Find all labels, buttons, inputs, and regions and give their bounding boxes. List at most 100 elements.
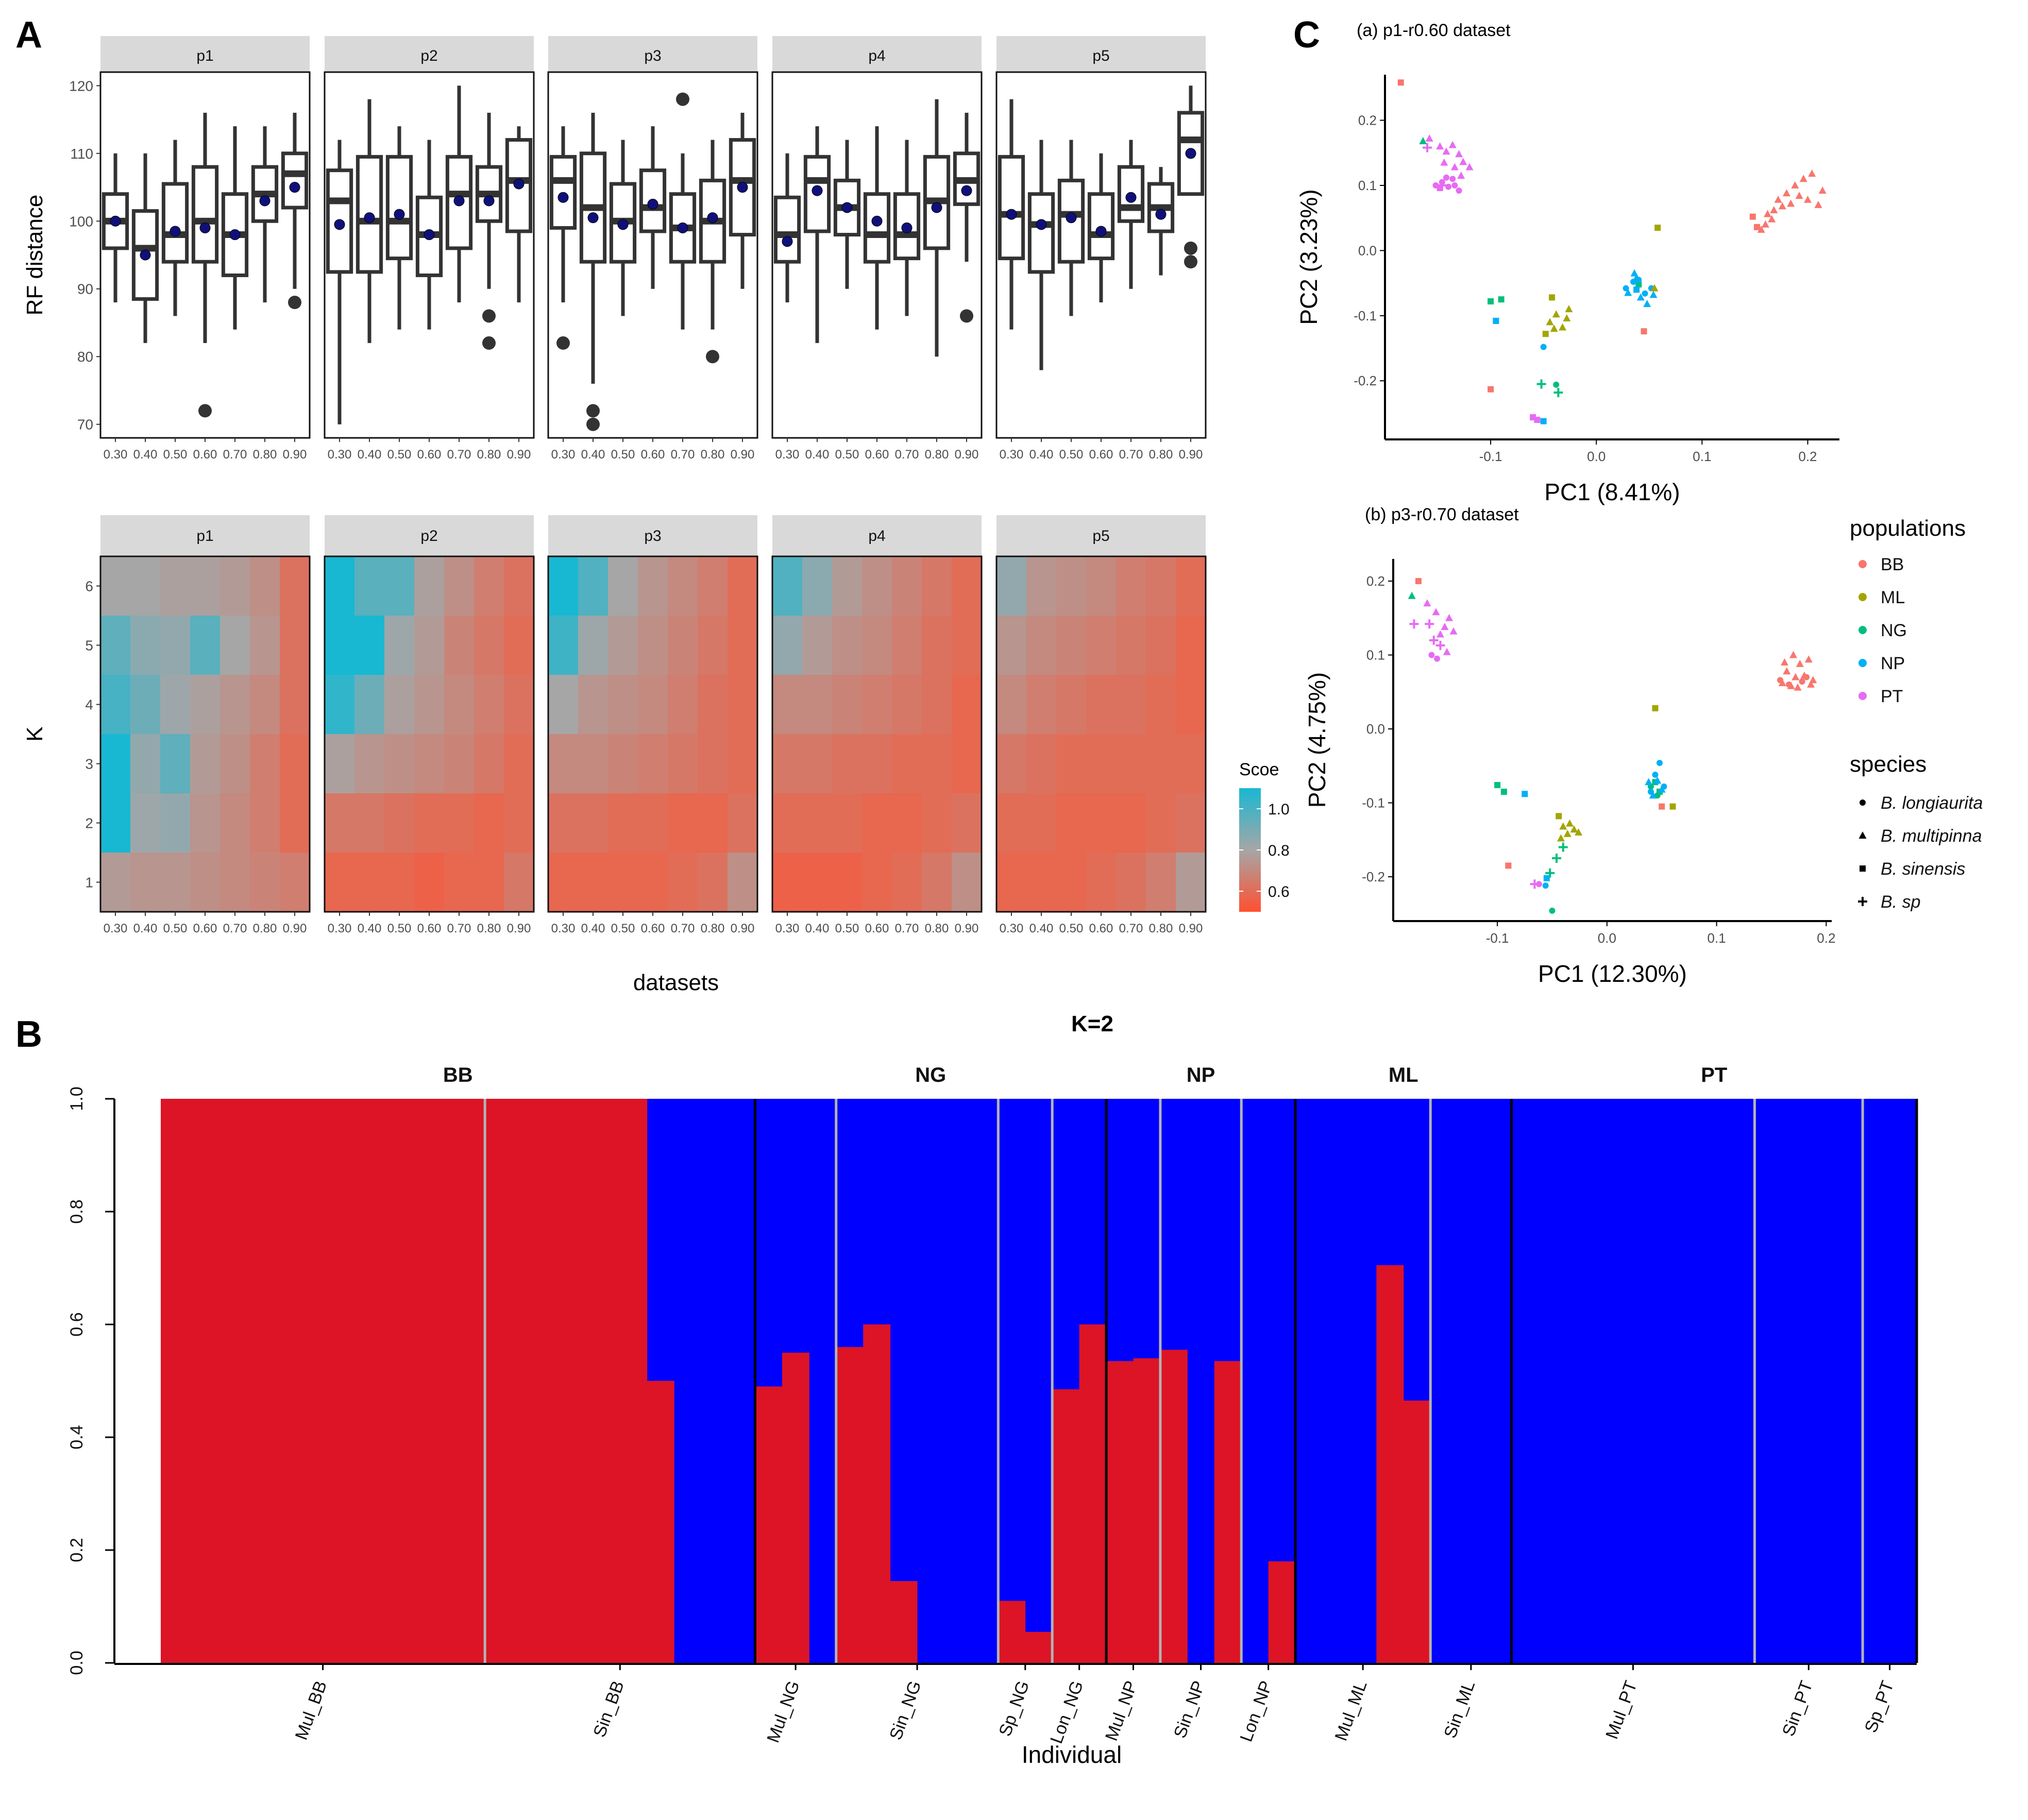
box-mean-point (841, 202, 853, 213)
pca-plot-b: (b) p3-r0.70 dataset PC1 (12.30%) PC2 (4… (1304, 505, 1835, 987)
heatmap-cell (280, 556, 310, 616)
box-mean-point (1125, 192, 1137, 203)
heatmap-cell (668, 734, 698, 794)
x-tick-label: 0.90 (955, 448, 979, 462)
x-tick-label: 0.70 (1119, 448, 1143, 462)
heatmap-cell (1056, 734, 1087, 794)
x-tick-label: 0.40 (133, 922, 158, 935)
heatmap-cell (1116, 853, 1146, 912)
facet-strip-label: p4 (868, 528, 885, 545)
heatmap-cell (384, 734, 415, 794)
heatmap-cell (100, 616, 131, 675)
heatmap-cell (504, 734, 534, 794)
heatmap-cell (384, 675, 415, 735)
pca-point (1423, 143, 1432, 152)
heatmap-cell (772, 734, 803, 794)
box-body (1027, 192, 1055, 274)
population-legend-label: ML (1881, 588, 1905, 607)
heatmap-cell (668, 793, 698, 853)
heatmap-cell (832, 616, 863, 675)
heatmap-cell (444, 675, 475, 735)
heatmap-cell (1026, 616, 1057, 675)
pca-b-x-axis-title: PC1 (12.30%) (1538, 960, 1687, 987)
pca-point (1808, 169, 1816, 177)
pca-point (1408, 591, 1416, 599)
species-legend-title: species (1850, 752, 1926, 777)
heatmap-cell (548, 734, 579, 794)
pca-point (1803, 674, 1810, 681)
pca-point (1770, 206, 1778, 213)
heatmap-cell (832, 853, 863, 912)
heatmap-cell (996, 556, 1027, 616)
pca-point (1559, 822, 1567, 830)
heatmap-cell (190, 616, 221, 675)
population-legend-label: NG (1881, 621, 1907, 640)
facet-strip-label: p1 (196, 528, 213, 545)
rf-y-tick-label: 90 (77, 281, 93, 297)
box-mean-point (199, 222, 211, 233)
species-legend-label: B. sinensis (1881, 859, 1965, 879)
heatmap-cell (1056, 793, 1087, 853)
pca-y-tick-label: 0.2 (1366, 573, 1385, 589)
x-tick-label: 0.90 (507, 448, 531, 462)
heatmap-cell (1176, 616, 1206, 675)
heatmap-cell (608, 616, 638, 675)
pca-point (1436, 142, 1444, 150)
box-mean-point (334, 219, 345, 230)
x-tick-label: 0.90 (1179, 448, 1203, 462)
x-tick-label: 0.50 (387, 922, 412, 935)
box-mean-point (871, 215, 883, 227)
pca-point (1754, 224, 1761, 230)
pca-point (1799, 678, 1805, 685)
heatmap-cell (474, 556, 504, 616)
pca-point (1635, 281, 1642, 288)
heatmap-cell (892, 556, 922, 616)
heatmap-cell (280, 675, 310, 735)
x-tick-label: 0.80 (925, 922, 949, 935)
pca-point (1535, 881, 1542, 888)
pca-point (1575, 828, 1583, 836)
heatmap-cell (772, 675, 803, 735)
pca-point (1540, 418, 1547, 424)
heatmap-cell (1146, 616, 1176, 675)
pca-point (1749, 213, 1756, 220)
box-body (191, 165, 219, 264)
heatmap-cell (1116, 675, 1146, 735)
x-tick-label: 0.30 (1000, 448, 1024, 462)
box-outlier (586, 417, 600, 431)
box-mean-point (229, 229, 241, 241)
structure-red-bar (836, 1347, 864, 1663)
heatmap-cell (802, 793, 833, 853)
heatmap-cell (922, 675, 952, 735)
heatmap-cell (100, 853, 131, 912)
heatmap-cell (1086, 734, 1117, 794)
x-tick-label: 0.80 (477, 922, 501, 935)
heatmap-cell (384, 853, 415, 912)
heatmap-cell (772, 556, 803, 616)
box-outlier (556, 336, 570, 350)
pca-point (1653, 776, 1662, 784)
pca-point (1488, 298, 1494, 304)
population-label: ML (1389, 1064, 1418, 1086)
heatmap-cell (1116, 616, 1146, 675)
heatmap-cell (1056, 556, 1087, 616)
heatmap-cell (922, 616, 952, 675)
box-mean-point (587, 212, 599, 224)
facet-strip (100, 515, 310, 556)
facet-strip-label: p2 (420, 47, 437, 64)
pca-point (1449, 176, 1456, 182)
heatmap-cell (1086, 556, 1117, 616)
heatmap-cell (862, 616, 892, 675)
k-tick-label: 3 (85, 756, 93, 772)
x-tick-label: 0.40 (581, 448, 605, 462)
x-tick-label: 0.80 (701, 922, 725, 935)
heatmap-cell (130, 616, 161, 675)
pca-point (1563, 829, 1571, 837)
heatmap-cell (504, 853, 534, 912)
pca-point (1757, 225, 1765, 233)
heatmap-cell (474, 853, 504, 912)
facet-strip (772, 515, 982, 556)
k-tick-label: 4 (85, 697, 93, 713)
pca-point (1642, 290, 1648, 297)
pca-x-tick-label: -0.1 (1479, 449, 1502, 464)
